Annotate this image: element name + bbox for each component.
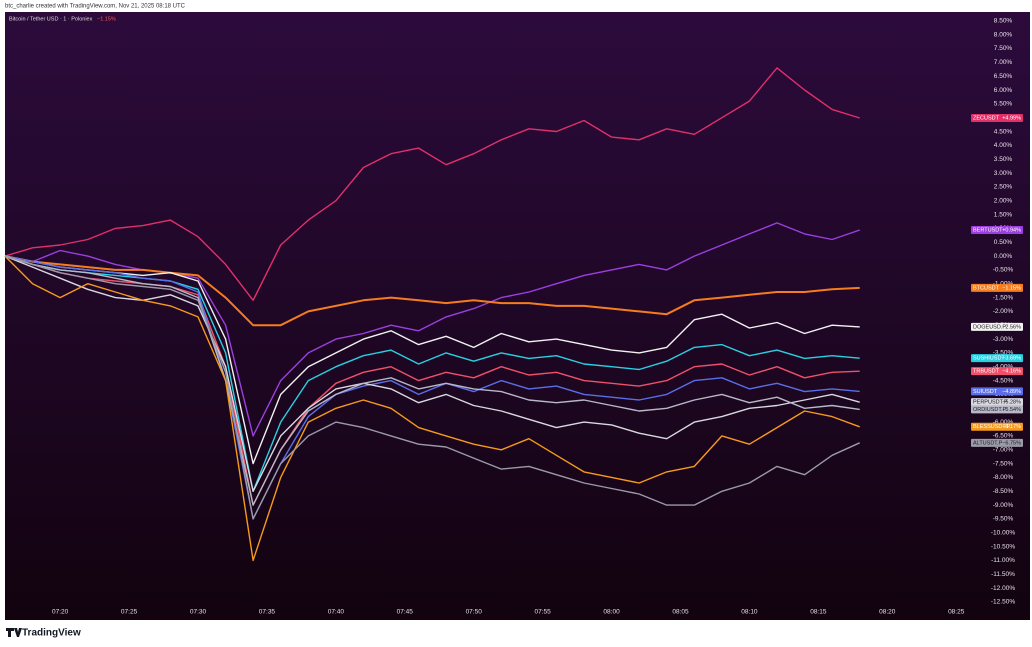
y-tick-label: -3.00%	[993, 336, 1014, 343]
y-tick-label: 2.50%	[994, 184, 1013, 191]
x-tick-label: 08:20	[879, 609, 896, 616]
badge-value: −3.69%	[1002, 356, 1021, 362]
badge-value: −1.15%	[1002, 285, 1021, 291]
badge-bg	[971, 422, 1023, 431]
badge-value: +0.94%	[1002, 228, 1021, 234]
y-tick-label: -7.50%	[993, 460, 1014, 467]
y-tick-label: -7.00%	[993, 446, 1014, 453]
y-tick-label: 6.00%	[994, 87, 1013, 94]
badge-value: −6.17%	[1002, 424, 1021, 430]
series-line	[4, 255, 860, 327]
badge-name: TRBUSDT	[973, 369, 1000, 375]
y-tick-label: 3.00%	[994, 170, 1013, 177]
badge-bg	[971, 387, 1023, 396]
x-tick-label: 07:25	[121, 609, 138, 616]
x-tick-label: 07:50	[466, 609, 483, 616]
y-tick-label: 2.00%	[994, 197, 1013, 204]
x-tick-label: 07:40	[328, 609, 345, 616]
badge-name: ORDIUSDT.P	[973, 407, 1007, 413]
badge-bg	[971, 354, 1023, 363]
badge-name: BERTUSDT	[973, 228, 1003, 234]
y-tick-label: 8.50%	[994, 18, 1013, 25]
y-tick-label: -6.00%	[993, 419, 1014, 426]
x-tick-label: 07:35	[259, 609, 276, 616]
badge-bg	[971, 398, 1023, 407]
y-tick-label: -11.50%	[991, 571, 1015, 578]
series-line	[4, 255, 860, 562]
y-tick-label: -10.00%	[991, 529, 1015, 536]
x-tick-label: 08:15	[810, 609, 827, 616]
series-line	[4, 67, 860, 301]
badge-name: BTCUSDT	[973, 285, 1000, 291]
badge-bg	[971, 113, 1023, 122]
badge-value: −4.16%	[1002, 369, 1021, 375]
badge-name: PERPUSDT.P	[973, 400, 1008, 406]
series-line	[4, 255, 860, 520]
y-tick-label: -9.00%	[993, 502, 1014, 509]
y-tick-label: -8.00%	[993, 474, 1014, 481]
y-tick-label: -10.50%	[991, 543, 1015, 550]
y-tick-label: -4.00%	[993, 363, 1014, 370]
y-tick-label: 8.00%	[994, 31, 1013, 38]
chart-title: Bitcoin / Tether USD · 1 · Poloniex	[9, 16, 93, 22]
x-tick-label: 08:05	[672, 609, 689, 616]
y-tick-label: 7.00%	[994, 59, 1013, 66]
y-tick-label: 7.50%	[994, 45, 1013, 52]
badge-value: −2.56%	[1002, 324, 1021, 330]
x-tick-label: 07:30	[190, 609, 207, 616]
y-tick-label: 0.50%	[994, 239, 1013, 246]
badge-bg	[971, 438, 1023, 447]
badge-name: ZECUSDT	[973, 115, 1000, 121]
y-tick-label: -3.50%	[993, 350, 1014, 357]
y-tick-label: -12.50%	[991, 599, 1015, 606]
y-tick-label: -12.00%	[991, 585, 1015, 592]
x-tick-label: 08:10	[741, 609, 758, 616]
y-tick-label: 6.50%	[994, 73, 1013, 80]
y-tick-label: 4.50%	[994, 128, 1013, 135]
badge-name: ALTUSDT.P	[973, 440, 1003, 446]
chart-background	[5, 12, 1030, 620]
badge-name: SUSHIUSDT	[973, 356, 1005, 362]
badge-bg	[971, 283, 1023, 292]
brand: TradingView	[22, 628, 81, 639]
y-tick-label: -6.50%	[993, 433, 1014, 440]
badge-bg	[971, 322, 1023, 331]
title-change: −1.15%	[97, 16, 116, 22]
y-tick-label: 0.00%	[994, 253, 1013, 260]
y-tick-label: -2.00%	[993, 308, 1014, 315]
x-tick-label: 07:20	[52, 609, 69, 616]
badge-bg	[971, 226, 1023, 235]
badge-value: +4.99%	[1002, 115, 1021, 121]
badge-name: SUIUSDT	[973, 389, 998, 395]
x-tick-label: 08:00	[603, 609, 620, 616]
badge-bg	[971, 405, 1023, 414]
badge-name: DOGEUSD.P	[973, 324, 1006, 330]
y-tick-label: -8.50%	[993, 488, 1014, 495]
x-tick-label: 07:55	[535, 609, 552, 616]
y-tick-label: 4.00%	[994, 142, 1013, 149]
badge-bg	[971, 367, 1023, 376]
badge-value: −5.28%	[1002, 400, 1021, 406]
badge-name: BLESSUSDT.P	[973, 424, 1011, 430]
y-tick-label: -11.00%	[991, 557, 1015, 564]
y-tick-label: -9.50%	[993, 516, 1014, 523]
y-tick-label: -1.50%	[993, 294, 1014, 301]
y-tick-label: 5.50%	[994, 101, 1013, 108]
y-tick-label: -0.50%	[993, 267, 1014, 274]
series-line	[4, 255, 860, 465]
y-tick-label: 3.50%	[994, 156, 1013, 163]
series-line	[4, 255, 860, 492]
x-tick-label: 08:25	[948, 609, 965, 616]
brand-logo	[6, 628, 22, 637]
x-tick-label: 07:45	[397, 609, 414, 616]
badge-value: −5.54%	[1002, 407, 1021, 413]
badge-value: −6.75%	[1002, 440, 1021, 446]
badge-value: −4.89%	[1002, 389, 1021, 395]
series-line	[4, 255, 860, 506]
series-line	[4, 255, 860, 520]
y-tick-label: 1.50%	[994, 211, 1013, 218]
y-tick-label: -4.50%	[993, 377, 1014, 384]
author-line: btc_charlie created with TradingView.com…	[5, 4, 186, 10]
